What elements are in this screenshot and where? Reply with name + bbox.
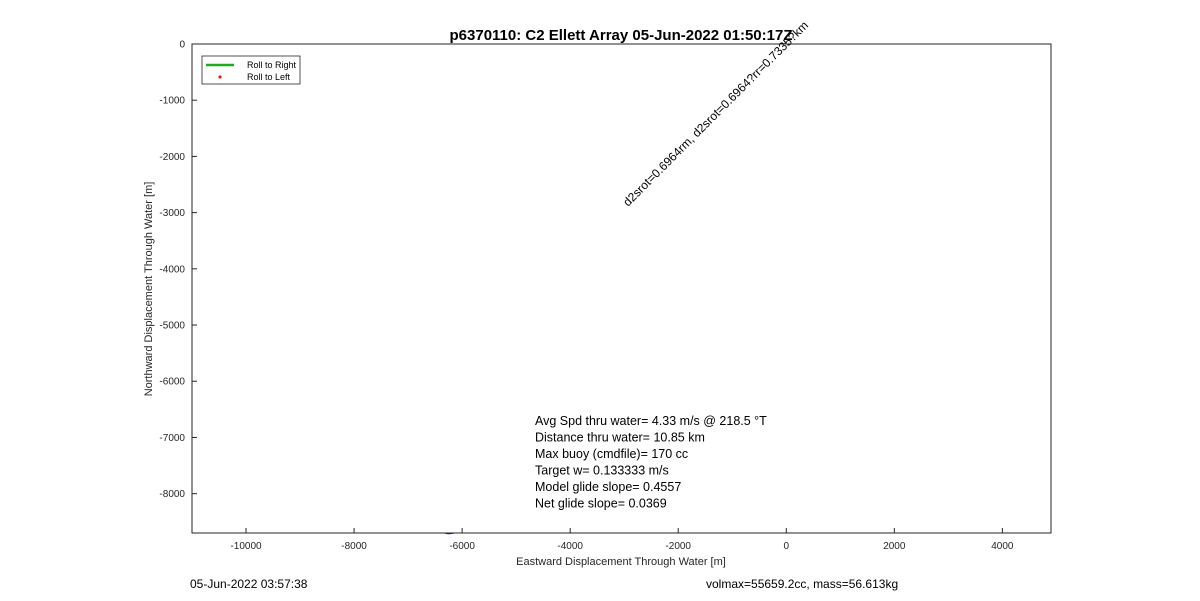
legend-swatch-dot	[218, 75, 222, 79]
y-tick-label: -3000	[159, 208, 185, 219]
x-axis-label: Eastward Displacement Through Water [m]	[516, 556, 726, 568]
stats-line: Net glide slope= 0.0369	[535, 497, 667, 511]
x-tick-label: -2000	[665, 541, 691, 552]
y-tick-label: 0	[179, 40, 185, 51]
y-axis-label: Northward Displacement Through Water [m]	[143, 182, 155, 397]
stats-line: Avg Spd thru water= 4.33 m/s @ 218.5 °T	[535, 414, 767, 428]
footer-mass-info: volmax=55659.2cc, mass=56.613kg	[706, 577, 899, 591]
stats-line: Distance thru water= 10.85 km	[535, 431, 705, 445]
legend-label: Roll to Left	[247, 72, 291, 82]
y-tick-label: -1000	[159, 96, 185, 107]
y-tick-label: -5000	[159, 321, 185, 332]
x-tick-label: 4000	[991, 541, 1014, 552]
legend-label: Roll to Right	[247, 60, 297, 70]
legend: Roll to Right Roll to Left	[201, 55, 301, 85]
legend-box	[201, 55, 301, 85]
tick-labels: -10000 -8000 -6000 -4000 -2000 0 2000 4000 0 -100…	[159, 40, 1014, 553]
plot-frame	[191, 43, 1052, 534]
y-tick-label: -7000	[159, 433, 185, 444]
x-tick-label: -10000	[230, 541, 262, 552]
stats-line: Max buoy (cmdfile)= 170 cc	[535, 447, 688, 461]
chart-title: p6370110: C2 Ellett Array 05-Jun-2022 01…	[450, 27, 793, 44]
y-tick-label: -4000	[159, 264, 185, 275]
x-tick-label: 0	[783, 541, 789, 552]
x-tick-label: 2000	[883, 541, 906, 552]
x-tick-label: -6000	[449, 541, 475, 552]
y-tick-label: -6000	[159, 377, 185, 388]
plot-area	[192, 44, 1051, 533]
stats-line: Model glide slope= 0.4557	[535, 480, 681, 494]
x-tick-label: -4000	[557, 541, 583, 552]
y-tick-label: -8000	[159, 489, 185, 500]
axes	[191, 43, 1052, 534]
y-tick-label: -2000	[159, 152, 185, 163]
footer-timestamp: 05-Jun-2022 03:57:38	[190, 577, 308, 591]
x-tick-label: -8000	[341, 541, 367, 552]
stats-block: Avg Spd thru water= 4.33 m/s @ 218.5 °T D…	[535, 414, 767, 511]
stats-line: Target w= 0.133333 m/s	[535, 464, 669, 478]
